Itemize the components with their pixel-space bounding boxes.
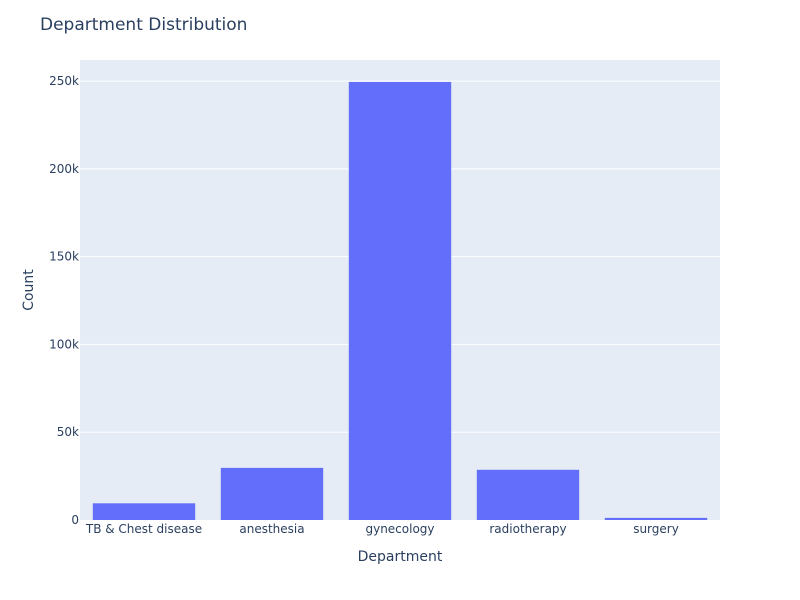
y-axis-title: Count [21,269,37,311]
x-tick-label: radiotherapy [489,522,566,536]
chart-title: Department Distribution [40,15,247,35]
bar[interactable] [220,467,324,520]
x-tick-label: TB & Chest disease [85,522,202,536]
bars [92,81,708,520]
x-tick-label: surgery [633,522,679,536]
y-tick-label: 100k [49,337,79,351]
bar[interactable] [92,503,196,520]
bar[interactable] [604,517,708,520]
x-tick-label: anesthesia [239,522,304,536]
x-axis-ticks: TB & Chest disease anesthesia gynecology ra… [85,522,679,536]
y-tick-label: 200k [49,162,79,176]
y-tick-label: 0 [71,513,79,527]
bar[interactable] [348,81,452,520]
y-tick-label: 250k [49,74,79,88]
x-tick-label: gynecology [365,522,434,536]
y-axis-ticks: 0 50k 100k 150k 200k 250k [49,74,79,527]
bar[interactable] [476,469,580,520]
x-axis-title: Department [358,549,443,565]
y-tick-label: 50k [57,425,79,439]
y-tick-label: 150k [49,250,79,264]
